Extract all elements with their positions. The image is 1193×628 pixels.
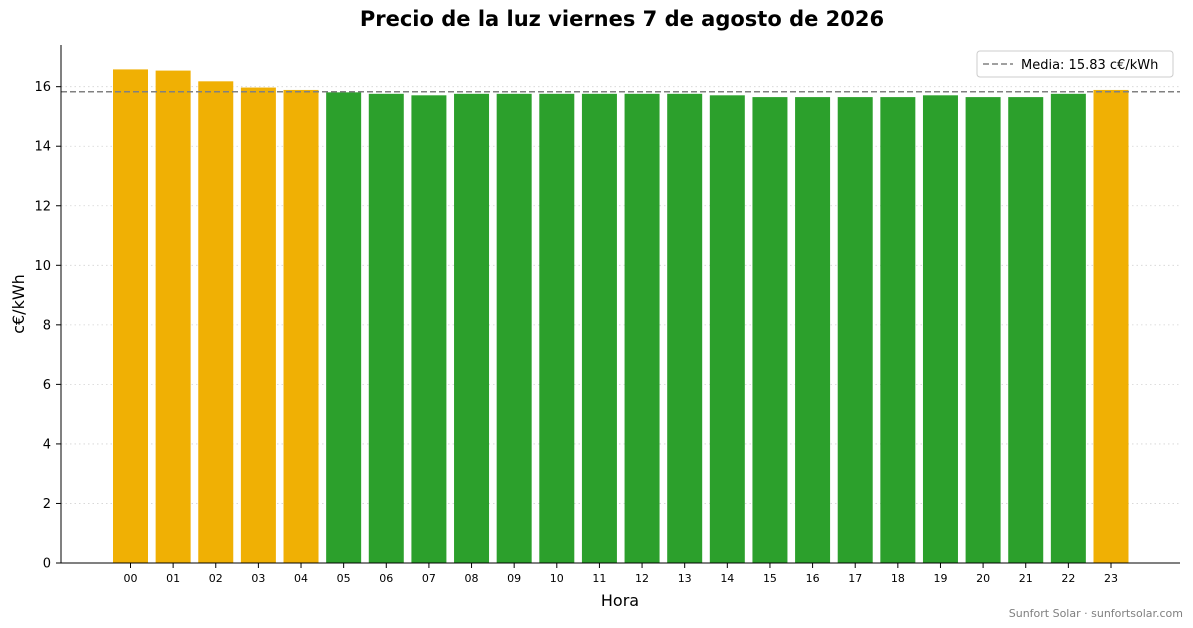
bar-hour-13 (667, 93, 703, 563)
y-tick-label: 16 (34, 80, 51, 95)
y-tick-label: 14 (34, 140, 51, 155)
bars (113, 69, 1129, 564)
x-ticks: 00 01 02 03 04 05 06 07 08 09 10 11 12 13 14 15 16 17 18 19… (124, 563, 1118, 585)
bar-hour-18 (880, 97, 916, 563)
x-tick-label: 04 (294, 572, 308, 585)
credit-text: Sunfort Solar · sunfortsolar.com (1009, 607, 1183, 620)
x-tick-label: 11 (592, 572, 606, 585)
x-tick-label: 22 (1061, 572, 1075, 585)
bar-hour-21 (1008, 97, 1044, 563)
bar-hour-23 (1093, 89, 1129, 563)
legend-box (976, 50, 1174, 78)
bar-hour-15 (752, 97, 788, 563)
y-tick-label: 2 (43, 497, 51, 512)
bar-hour-14 (709, 95, 745, 563)
chart-title: Precio de la luz viernes 7 de agosto de … (360, 7, 884, 31)
y-tick-label: 0 (43, 557, 51, 572)
legend-mean-label: Media: 15.83 c€/kWh (1021, 58, 1158, 73)
bar-hour-08 (454, 93, 490, 563)
bar-hour-20 (965, 97, 1001, 563)
x-tick-label: 21 (1019, 572, 1033, 585)
x-tick-label: 16 (806, 572, 820, 585)
x-tick-label: 13 (678, 572, 692, 585)
x-tick-label: 06 (379, 572, 393, 585)
y-tick-label: 12 (34, 199, 51, 214)
bar-hour-12 (624, 93, 660, 563)
x-tick-label: 03 (251, 572, 265, 585)
x-tick-label: 15 (763, 572, 777, 585)
y-tick-label: 4 (43, 437, 51, 452)
bar-hour-04 (283, 89, 319, 563)
y-ticks: 0 2 4 6 8 10 12 14 16 (34, 80, 61, 572)
x-tick-label: 07 (422, 572, 436, 585)
bar-hour-16 (795, 97, 831, 563)
x-tick-label: 00 (124, 572, 138, 585)
bar-hour-03 (240, 87, 276, 564)
x-tick-label: 12 (635, 572, 649, 585)
y-tick-label: 8 (43, 318, 51, 333)
x-tick-label: 09 (507, 572, 521, 585)
x-tick-label: 23 (1104, 572, 1118, 585)
bar-hour-06 (368, 93, 404, 563)
y-tick-label: 6 (43, 378, 51, 393)
bar-hour-11 (581, 93, 617, 563)
x-tick-label: 08 (465, 572, 479, 585)
x-tick-label: 05 (337, 572, 351, 585)
bar-hour-05 (326, 92, 362, 564)
x-tick-label: 18 (891, 572, 905, 585)
y-tick-label: 10 (34, 259, 51, 274)
x-tick-label: 19 (933, 572, 947, 585)
bar-hour-19 (922, 95, 958, 563)
x-tick-label: 02 (209, 572, 223, 585)
bar-hour-22 (1050, 93, 1086, 563)
y-axis-label: c€/kWh (9, 274, 28, 334)
legend: Media: 15.83 c€/kWh (976, 50, 1174, 78)
x-tick-label: 20 (976, 572, 990, 585)
x-tick-label: 10 (550, 572, 564, 585)
bar-hour-10 (539, 93, 575, 563)
bar-hour-09 (496, 93, 532, 563)
bar-hour-17 (837, 97, 873, 563)
x-tick-label: 17 (848, 572, 862, 585)
x-axis-label: Hora (601, 591, 639, 610)
bar-hour-02 (198, 81, 234, 563)
bar-hour-00 (113, 69, 148, 563)
x-tick-label: 14 (720, 572, 734, 585)
x-tick-label: 01 (166, 572, 180, 585)
bar-hour-07 (411, 95, 447, 563)
bar-hour-01 (155, 70, 191, 564)
